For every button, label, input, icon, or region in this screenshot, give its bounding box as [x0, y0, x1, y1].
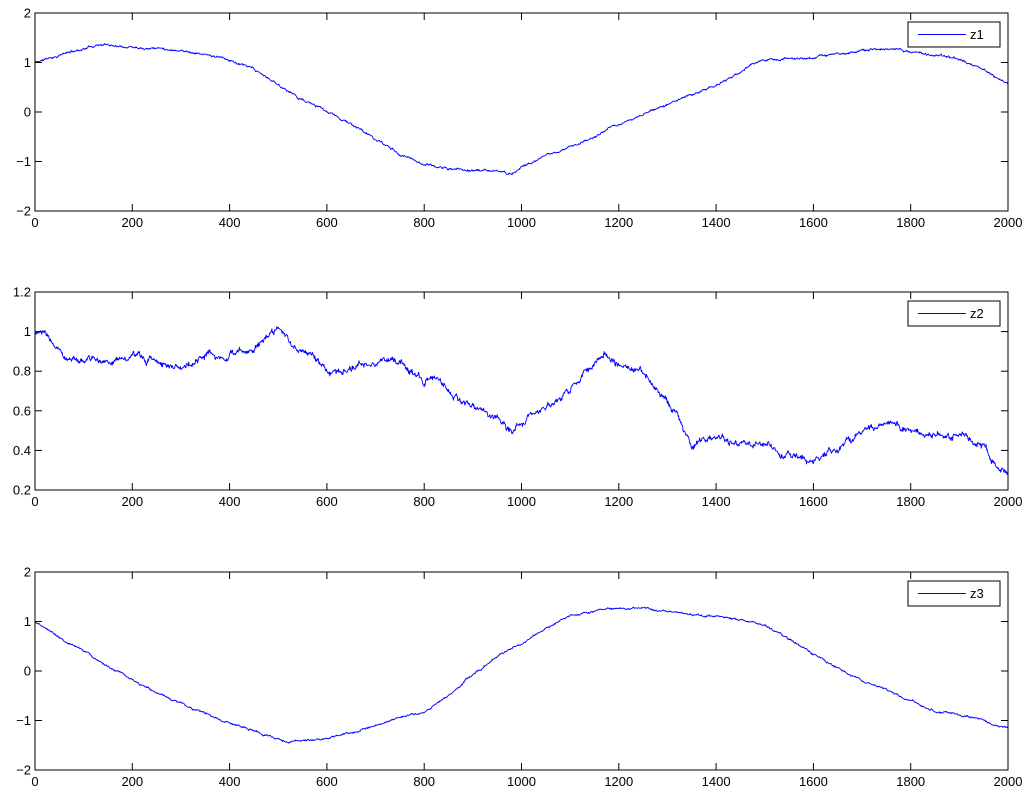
- y-tick-label: 1: [24, 614, 31, 629]
- x-tick-label: 1400: [702, 494, 731, 509]
- y-tick-label: 2: [24, 565, 31, 580]
- x-tick-label: 0: [31, 774, 38, 789]
- y-tick-label: 0.2: [13, 483, 31, 498]
- x-tick-label: 400: [219, 494, 241, 509]
- x-tick-label: 1200: [604, 494, 633, 509]
- subplot-3: 0 200 400 600 800 1000 1200 1400 1600 1800 2000 −2 −…: [16, 565, 1022, 790]
- legend-label: z3: [970, 586, 984, 601]
- x-tick-label: 1400: [702, 774, 731, 789]
- legend: z2: [907, 300, 1001, 327]
- x-tick-label: 200: [121, 494, 143, 509]
- x-tick-label: 600: [316, 494, 338, 509]
- y-tick-label: −2: [16, 204, 31, 219]
- series-line-z2: [34, 326, 1009, 475]
- y-tick-label: 1: [24, 55, 31, 70]
- plot-area: [35, 292, 1008, 490]
- x-tick-label: 1600: [799, 215, 828, 230]
- x-tick-label: 1400: [702, 215, 731, 230]
- y-tick-label: 0.4: [13, 443, 31, 458]
- x-tick-label: 1800: [896, 215, 925, 230]
- legend: z3: [907, 580, 1001, 607]
- y-tick-label: −1: [16, 713, 31, 728]
- x-tick-label: 600: [316, 215, 338, 230]
- x-tick-label: 2000: [994, 215, 1023, 230]
- series-line-z1: [34, 43, 1009, 175]
- x-tick-label: 1800: [896, 774, 925, 789]
- subplot-2: 0 200 400 600 800 1000 1200 1400 1600 1800 2000 0.2…: [13, 285, 1023, 510]
- y-tick-label: 0: [24, 664, 31, 679]
- y-tick-label: 0.6: [13, 403, 31, 418]
- legend-label: z2: [970, 306, 984, 321]
- x-tick-label: 1000: [507, 494, 536, 509]
- x-tick-label: 1200: [604, 774, 633, 789]
- plot-area: [35, 13, 1008, 211]
- x-tick-label: 0: [31, 494, 38, 509]
- series-line-z3: [34, 606, 1009, 744]
- x-tick-label: 800: [413, 774, 435, 789]
- x-tick-label: 400: [219, 215, 241, 230]
- x-tick-label: 1200: [604, 215, 633, 230]
- plot-area: [35, 572, 1008, 770]
- x-tick-label: 2000: [994, 774, 1023, 789]
- y-tick-label: −1: [16, 154, 31, 169]
- x-tick-label: 1600: [799, 494, 828, 509]
- y-tick-label: 1: [24, 324, 31, 339]
- x-tick-label: 0: [31, 215, 38, 230]
- x-tick-label: 1600: [799, 774, 828, 789]
- x-tick-label: 200: [121, 215, 143, 230]
- x-tick-label: 200: [121, 774, 143, 789]
- y-tick-label: 1.2: [13, 285, 31, 300]
- y-tick-label: 0: [24, 105, 31, 120]
- x-tick-label: 2000: [994, 494, 1023, 509]
- legend: z1: [907, 21, 1001, 48]
- x-tick-label: 1800: [896, 494, 925, 509]
- x-tick-label: 800: [413, 215, 435, 230]
- y-tick-label: −2: [16, 763, 31, 778]
- x-tick-label: 600: [316, 774, 338, 789]
- subplot-1: 0 200 400 600 800 1000 1200 1400 1600 1800 2000 −2 −…: [16, 6, 1022, 231]
- x-tick-label: 1000: [507, 215, 536, 230]
- x-tick-label: 800: [413, 494, 435, 509]
- y-tick-label: 0.8: [13, 364, 31, 379]
- x-tick-label: 1000: [507, 774, 536, 789]
- y-tick-label: 2: [24, 6, 31, 21]
- legend-label: z1: [970, 27, 984, 42]
- x-tick-label: 400: [219, 774, 241, 789]
